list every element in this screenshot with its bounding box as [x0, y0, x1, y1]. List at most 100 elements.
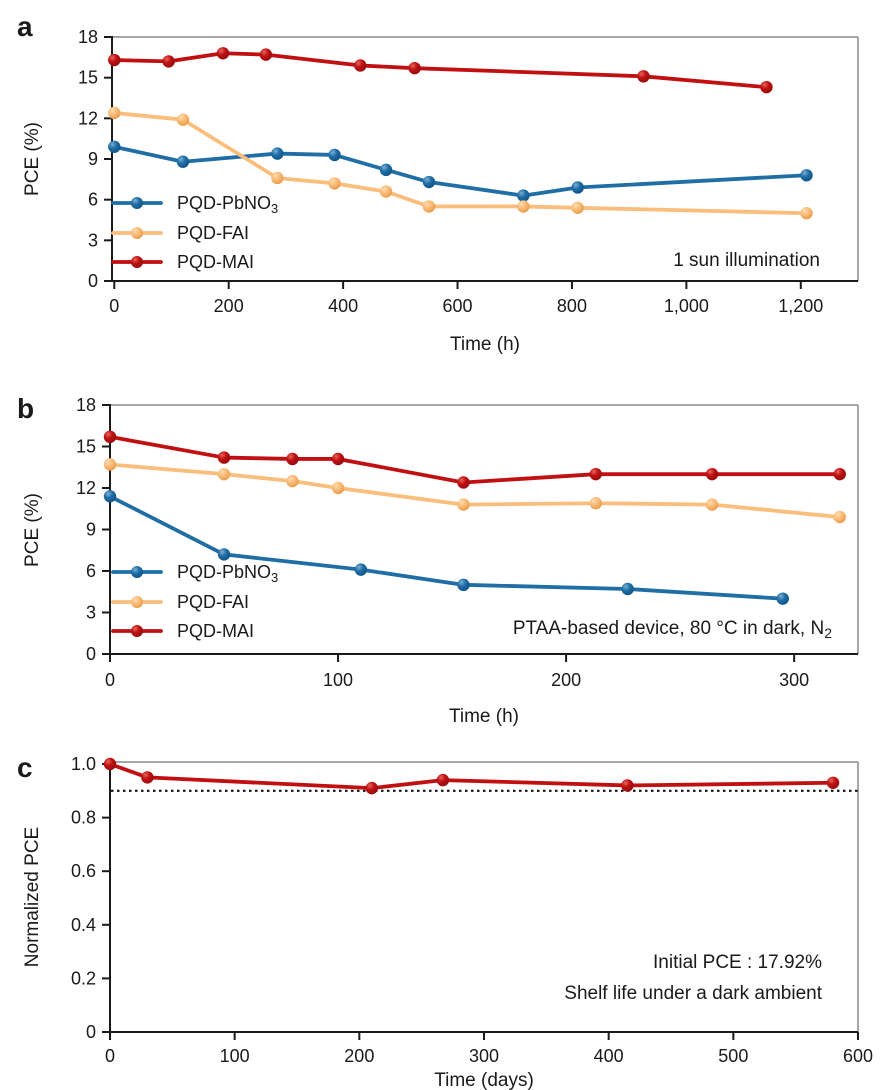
data-point-marker	[408, 61, 421, 75]
x-tick-label: 200	[551, 670, 581, 690]
y-tick-label: 6	[88, 190, 98, 210]
x-tick-label: 500	[718, 1046, 748, 1066]
panel-annotation: PTAA-based device, 80 °C in dark, N2	[513, 618, 832, 641]
data-point-marker	[103, 757, 117, 771]
data-point-marker	[103, 430, 117, 444]
series-line-pqd-mai	[112, 51, 769, 90]
y-tick-label: 1.0	[71, 754, 96, 774]
x-tick-label: 0	[109, 296, 119, 316]
y-tick-label: 0.2	[71, 968, 96, 988]
legend-label: PQD-FAI	[177, 223, 249, 243]
panel-annotation: 1 sun illumination	[673, 250, 820, 271]
legend-marker	[131, 596, 143, 608]
data-point-marker	[354, 563, 368, 576]
data-point-marker	[217, 548, 231, 561]
data-point-marker	[286, 452, 299, 466]
y-tick-label: 18	[78, 27, 98, 47]
x-tick-label: 600	[443, 296, 473, 316]
legend-marker	[131, 625, 143, 637]
data-point-marker	[259, 48, 273, 61]
data-point-marker	[108, 106, 121, 120]
x-tick-label: 0	[105, 1046, 115, 1066]
legend-label: PQD-PbNO3	[177, 193, 278, 216]
y-tick-label: 9	[86, 520, 96, 540]
data-point-marker	[436, 773, 450, 787]
panel-c: 0 100 200 300 400 500 600 0 0.2 0.4 0.6 0.8 1.0 Time …	[17, 752, 873, 1090]
data-point-marker	[328, 148, 341, 162]
data-point-marker	[422, 200, 436, 213]
y-tick-label: 18	[76, 395, 96, 415]
data-point-marker	[457, 476, 470, 489]
data-point-marker	[108, 53, 121, 67]
y-tick-label: 0.8	[71, 808, 96, 828]
x-tick-label: 1,000	[664, 296, 709, 316]
x-tick-label: 1,200	[778, 296, 823, 316]
y-tick-label: 12	[78, 108, 98, 128]
y-tick-label: 0.4	[71, 915, 96, 935]
y-tick-label: 6	[86, 561, 96, 581]
data-point-marker	[216, 47, 230, 60]
x-tick-label: 200	[214, 296, 244, 316]
data-point-marker	[760, 80, 773, 94]
y-axis-label: PCE (%)	[22, 122, 43, 196]
x-tick-label: 200	[344, 1046, 374, 1066]
x-axis-label: Time (h)	[450, 334, 520, 355]
data-point-marker	[517, 200, 530, 213]
series-line-pqd-pbno3	[108, 494, 785, 601]
data-point-marker	[621, 582, 634, 596]
series-line-pqd-pbno3	[112, 144, 809, 198]
data-point-marker	[271, 147, 284, 160]
y-axis-label: Normalized PCE	[22, 827, 43, 967]
data-point-marker	[705, 498, 719, 511]
data-point-marker	[331, 452, 345, 466]
data-point-marker	[141, 771, 154, 784]
panel-b: 0 100 200 300 0 3 6 9 12 15 18 Time (h) PCE (%) b PQD-…	[17, 393, 859, 727]
y-tick-label: 3	[86, 603, 96, 623]
y-tick-label: 3	[88, 230, 98, 250]
x-tick-label: 100	[323, 670, 353, 690]
y-tick-label: 0.6	[71, 861, 96, 881]
x-tick-label: 0	[105, 670, 115, 690]
data-point-marker	[517, 189, 530, 202]
legend-marker	[131, 256, 143, 268]
data-point-marker	[571, 201, 584, 214]
data-point-marker	[833, 467, 846, 481]
panel-letter: b	[17, 393, 34, 424]
series-line-pqd-mai	[108, 434, 842, 485]
data-point-marker	[176, 155, 190, 168]
data-point-marker	[217, 451, 231, 464]
legend-label: PQD-FAI	[177, 592, 249, 612]
x-tick-label: 100	[220, 1046, 250, 1066]
legend-label: PQD-PbNO3	[177, 562, 278, 585]
data-point-marker	[637, 70, 650, 83]
y-tick-label: 15	[78, 68, 98, 88]
series-line-normalized-pce-dark-ambient-shelf-life-	[108, 762, 835, 791]
legend-label: PQD-MAI	[177, 252, 254, 272]
panel-annotation: Initial PCE : 17.92%	[653, 952, 822, 973]
y-tick-label: 0	[88, 271, 98, 291]
y-axis-label: PCE (%)	[22, 493, 43, 567]
data-point-marker	[621, 779, 634, 792]
data-point-marker	[331, 481, 345, 495]
panel-letter: c	[17, 752, 33, 783]
data-point-marker	[328, 177, 341, 190]
data-point-marker	[103, 458, 117, 471]
data-point-marker	[589, 467, 602, 481]
legend-marker	[131, 566, 143, 578]
data-point-marker	[589, 497, 602, 510]
panel-annotation: Shelf life under a dark ambient	[564, 983, 822, 1004]
x-tick-label: 300	[779, 670, 809, 690]
data-point-marker	[271, 171, 284, 185]
x-axis-label: Time (days)	[434, 1070, 534, 1090]
data-point-marker	[800, 169, 813, 182]
data-point-marker	[457, 498, 470, 511]
data-point-marker	[108, 140, 121, 153]
legend-label: PQD-MAI	[177, 621, 254, 641]
y-tick-label: 12	[76, 478, 96, 498]
x-tick-label: 300	[469, 1046, 499, 1066]
data-point-marker	[457, 578, 470, 592]
x-tick-label: 800	[557, 296, 587, 316]
data-point-marker	[379, 163, 393, 177]
x-axis-label: Time (h)	[449, 706, 519, 727]
